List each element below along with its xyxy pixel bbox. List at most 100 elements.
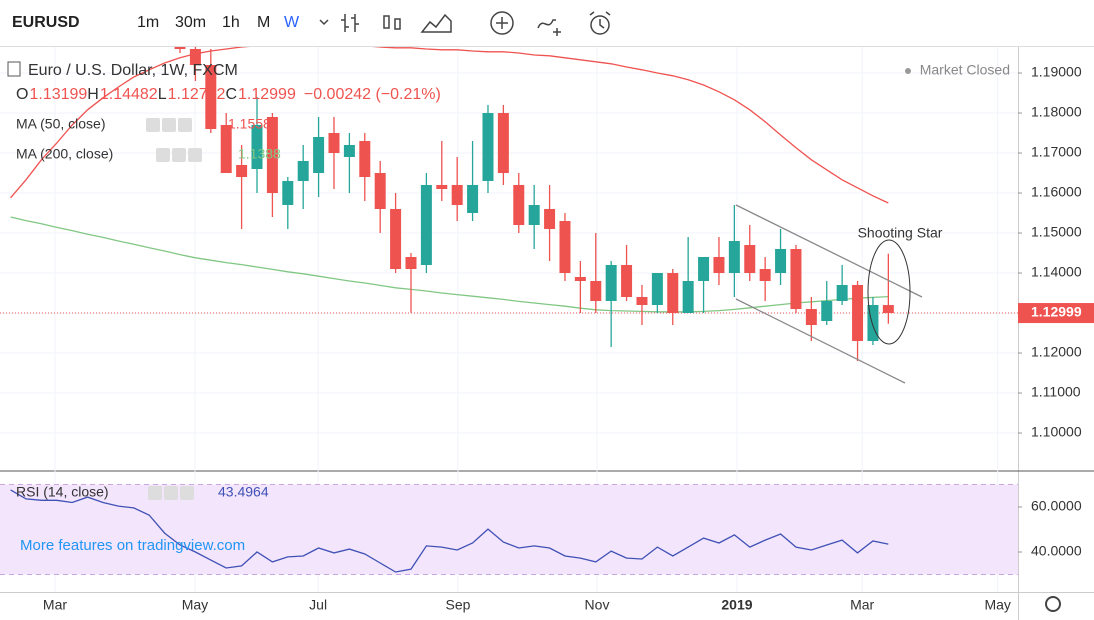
indicator-button[interactable] — [178, 118, 192, 132]
ohlc-part: 1.13199 — [29, 86, 87, 103]
interval[interactable]: 1m — [137, 14, 159, 31]
candle-body — [775, 249, 787, 273]
candle-body — [328, 133, 340, 153]
x-tick-label: May — [182, 597, 208, 613]
candle-body — [882, 305, 894, 314]
ohlc-part: 1.12999 — [238, 86, 296, 103]
price-plot — [0, 47, 1018, 361]
ohlc-part: 1.14482 — [100, 86, 158, 103]
settings-icon[interactable] — [1045, 596, 1061, 612]
candle-body — [482, 113, 494, 181]
y-tick-label: 1.15000 — [1031, 224, 1082, 240]
x-tick-label: Mar — [850, 597, 874, 613]
indicator-button[interactable] — [180, 486, 194, 500]
candle-body — [513, 185, 525, 225]
interval[interactable]: M — [257, 14, 270, 31]
y-tick-label: 1.19000 — [1031, 64, 1082, 80]
interval[interactable]: 1h — [222, 14, 240, 31]
ohlc-legend: O1.13199H1.14482L1.12732C1.12999 −0.00242… — [16, 86, 441, 103]
x-tick-label: 2019 — [721, 597, 752, 613]
symbol[interactable]: EURUSD — [12, 14, 80, 31]
candle-body — [651, 273, 663, 305]
rsi-tick-label: 40.0000 — [1031, 543, 1082, 559]
moving-average-line — [10, 216, 889, 313]
last-price-label: 1.12999 — [1031, 304, 1082, 320]
candle-body — [621, 265, 633, 297]
candle-body — [728, 241, 740, 273]
ohlc-part: −0.00242 (−0.21%) — [304, 86, 441, 103]
ohlc-part: H — [87, 86, 99, 103]
channel-lower — [735, 298, 906, 384]
candle-body — [574, 277, 586, 281]
indicator-value: 1.1558 — [228, 116, 271, 132]
toolbar-icons — [319, 11, 611, 36]
candle-body — [559, 221, 571, 273]
x-tick-label: May — [984, 597, 1010, 613]
candle-body — [390, 209, 402, 269]
indicator-name: MA (50, close) — [16, 116, 105, 132]
candle-body — [590, 281, 602, 301]
candle-body — [313, 137, 325, 173]
candle-body — [605, 265, 617, 301]
collapse-icon[interactable] — [7, 61, 21, 77]
y-tick-label: 1.10000 — [1031, 424, 1082, 440]
annotation-ellipse — [867, 239, 911, 345]
x-tick-label: Jul — [309, 597, 327, 613]
indicator-button[interactable] — [188, 148, 202, 162]
candle-body — [821, 301, 833, 321]
x-tick-label: Sep — [445, 597, 470, 613]
indicator-button[interactable] — [162, 118, 176, 132]
candle-body — [205, 65, 217, 129]
indicator-button[interactable] — [146, 118, 160, 132]
candle-body — [852, 285, 864, 341]
indicator-button[interactable] — [148, 486, 162, 500]
indicator-value: 1.1388 — [238, 146, 281, 162]
candle-body — [436, 185, 448, 189]
ohlc-part: 1.12732 — [168, 86, 226, 103]
candle-body — [359, 141, 371, 177]
ohlc-part: L — [158, 86, 167, 103]
y-tick-label: 1.12000 — [1031, 344, 1082, 360]
rsi-name: RSI (14, close) — [16, 484, 109, 500]
ohlc-part: O — [16, 86, 28, 103]
candle-body — [405, 257, 417, 269]
x-tick-label: Nov — [585, 597, 610, 613]
indicator-button[interactable] — [156, 148, 170, 162]
candle-body — [343, 145, 355, 157]
candle-body — [805, 309, 817, 325]
rsi-tick-label: 60.0000 — [1031, 498, 1082, 514]
y-tick-label: 1.16000 — [1031, 184, 1082, 200]
watermark: More features on tradingview.com — [20, 537, 245, 554]
last-price-tag — [1018, 303, 1094, 324]
candle-body — [297, 161, 309, 181]
rsi-value: 43.4964 — [218, 484, 269, 500]
indicator-button[interactable] — [172, 148, 186, 162]
x-tick-label: Mar — [43, 597, 67, 613]
candle-body — [266, 117, 278, 193]
candle-body — [189, 49, 201, 65]
channel-upper — [735, 204, 923, 298]
candle-body — [698, 257, 710, 281]
candle-body — [251, 125, 263, 169]
annotation: Shooting Star — [858, 225, 943, 241]
candle-body — [744, 245, 756, 273]
interval[interactable]: 30m — [175, 14, 206, 31]
candle-body — [867, 305, 879, 341]
candle-body — [497, 113, 509, 173]
moving-average-line — [10, 47, 889, 204]
interval[interactable]: W — [284, 14, 300, 31]
y-tick-label: 1.11000 — [1031, 384, 1081, 400]
indicator-button[interactable] — [164, 486, 178, 500]
candle-body — [174, 47, 186, 49]
market-status: Market Closed — [920, 62, 1010, 78]
candle-body — [544, 209, 556, 229]
candle-body — [420, 185, 432, 265]
candle-body — [282, 181, 294, 205]
candle-body — [374, 173, 386, 209]
candle-body — [451, 185, 463, 205]
indicator-name: MA (200, close) — [16, 146, 113, 162]
candle-body — [682, 281, 694, 313]
y-tick-label: 1.17000 — [1031, 144, 1082, 160]
candle-body — [713, 257, 725, 273]
